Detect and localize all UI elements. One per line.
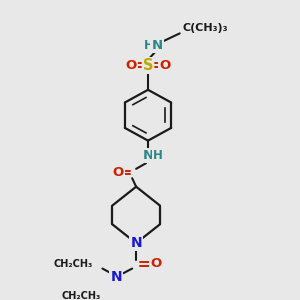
Text: O: O: [150, 257, 162, 270]
Text: O: O: [159, 59, 170, 72]
Text: H: H: [153, 149, 163, 162]
Text: N: N: [130, 236, 142, 250]
Text: CH₂CH₃: CH₂CH₃: [61, 291, 100, 300]
Text: H: H: [144, 39, 154, 52]
Text: N: N: [110, 270, 122, 284]
Text: CH₂CH₃: CH₂CH₃: [53, 259, 92, 269]
Text: N: N: [142, 149, 154, 162]
Text: S: S: [143, 58, 153, 73]
Text: N: N: [152, 39, 163, 52]
Text: O: O: [126, 59, 137, 72]
Text: C(CH₃)₃: C(CH₃)₃: [183, 23, 228, 33]
Text: O: O: [113, 166, 124, 179]
